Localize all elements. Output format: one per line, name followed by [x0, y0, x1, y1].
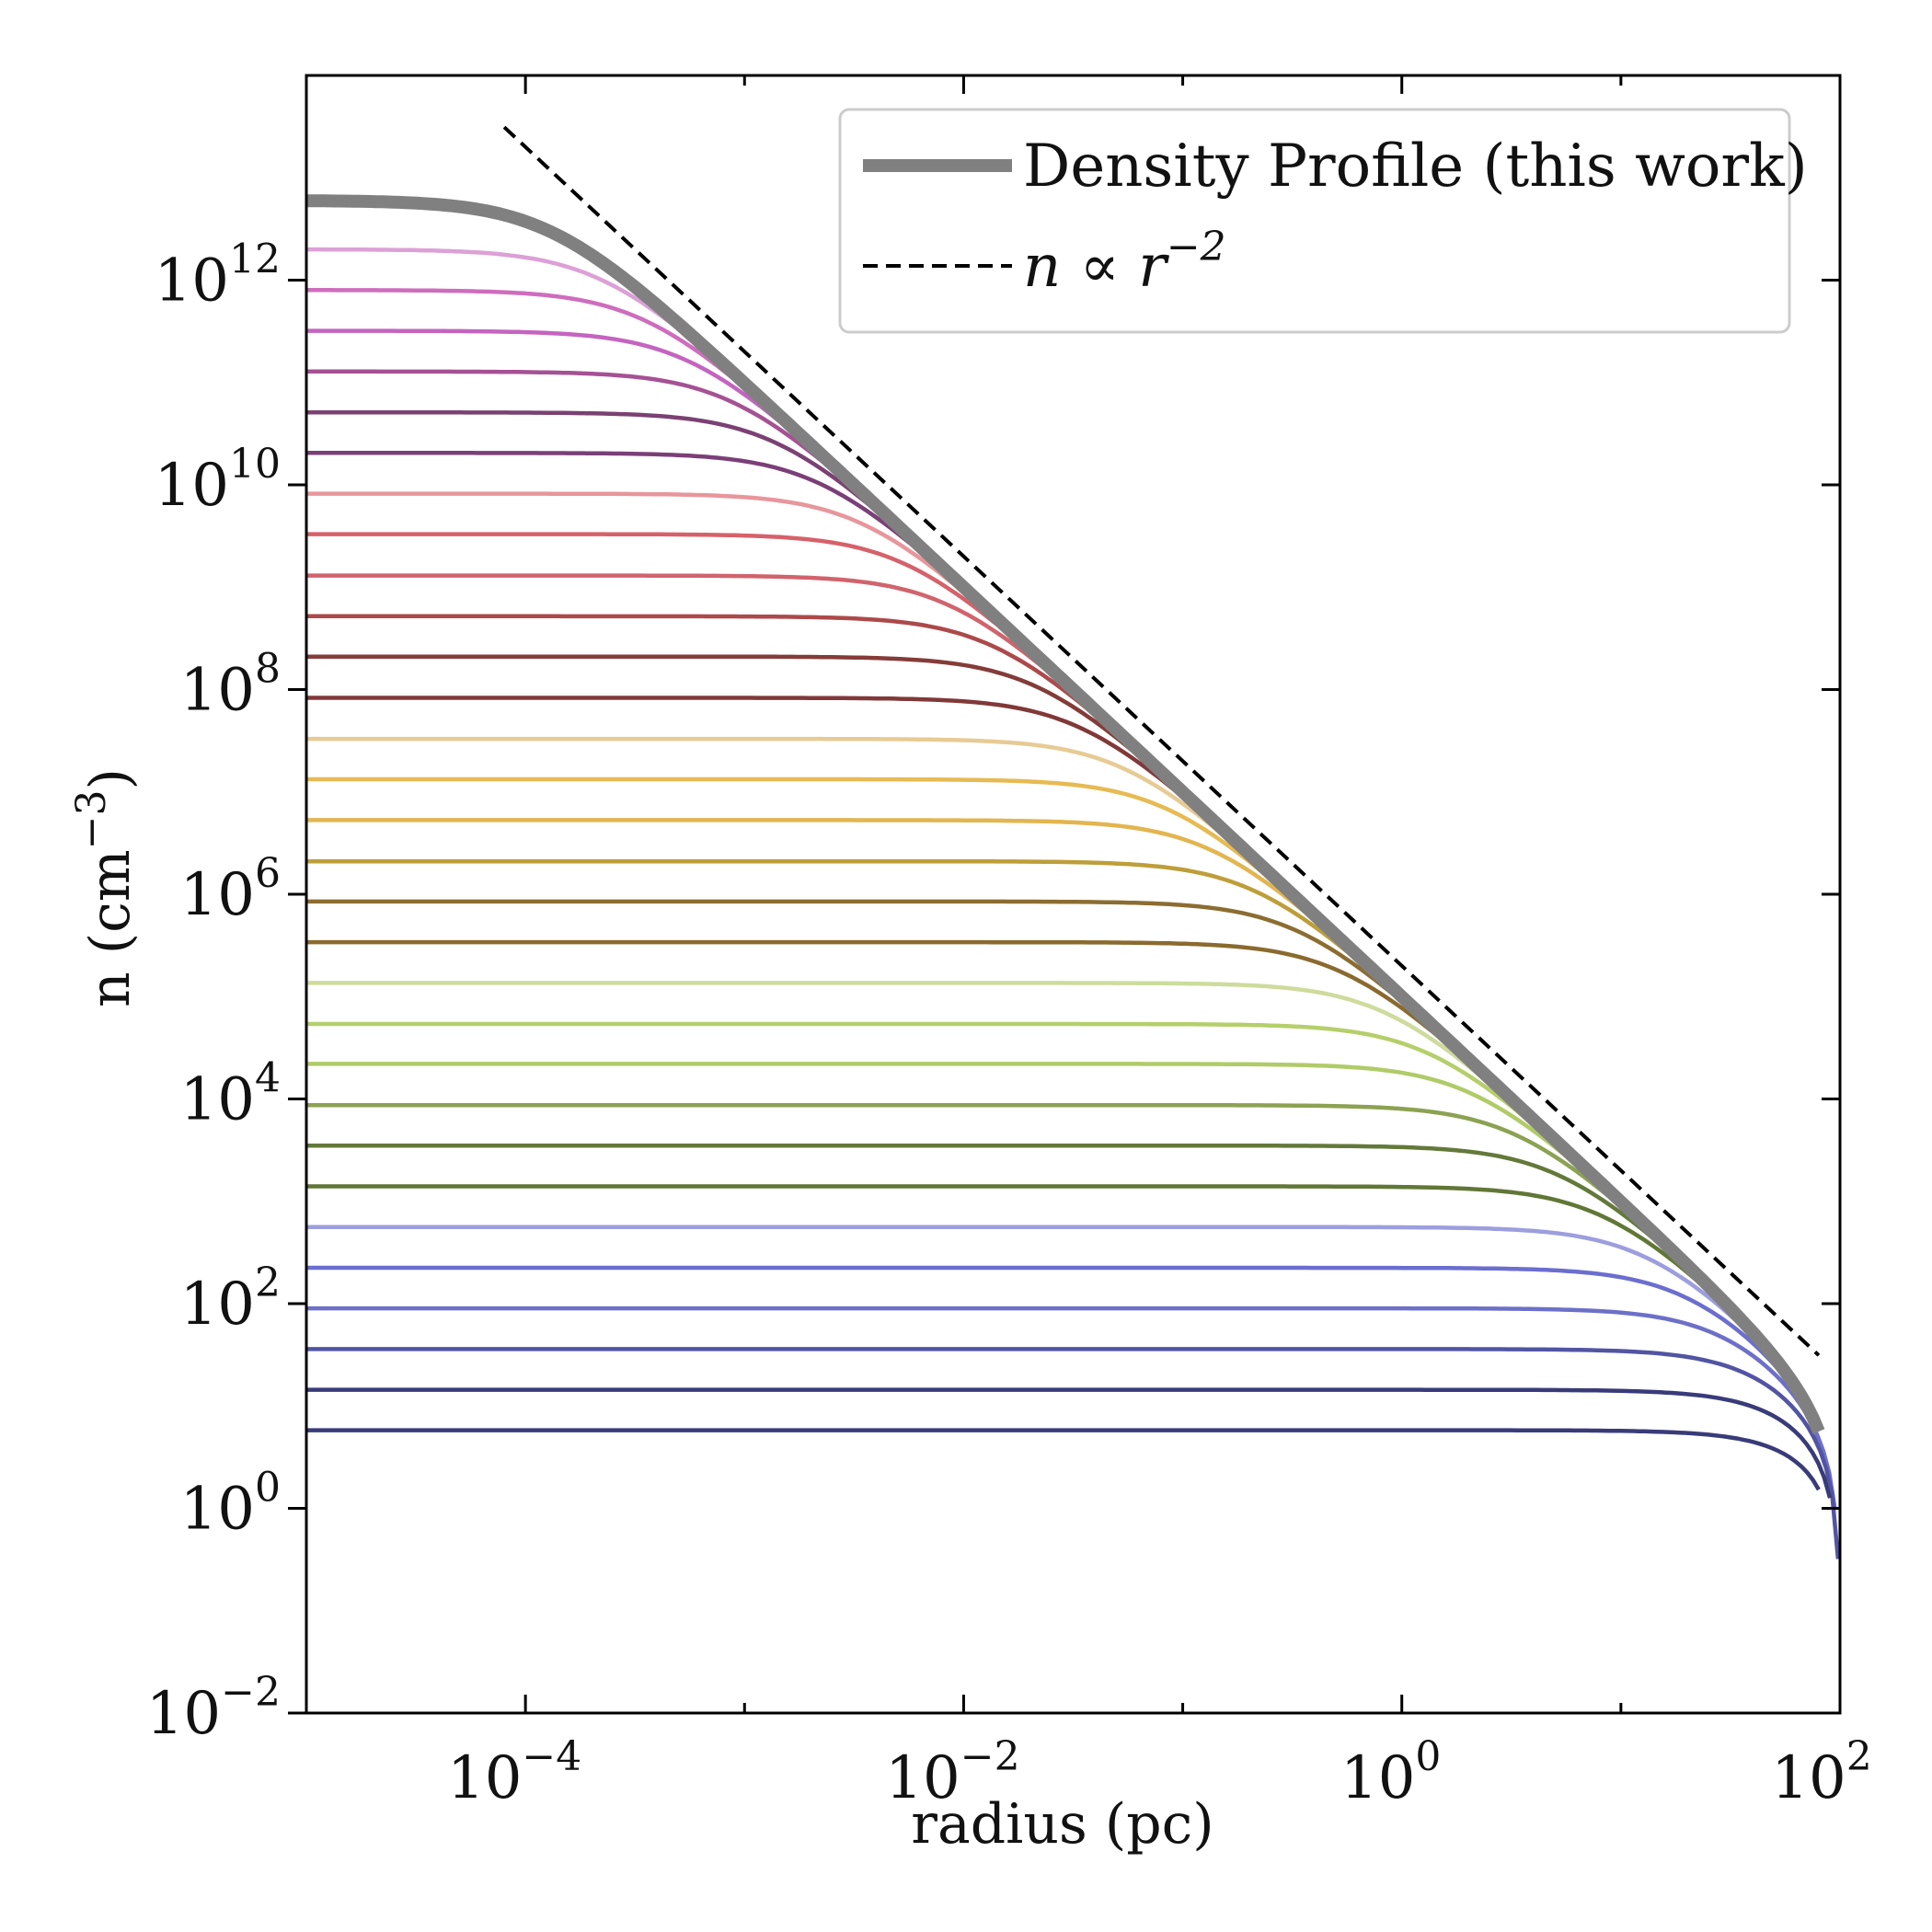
y-axis-label-exponent: −3 — [68, 789, 115, 849]
y-tick-label-exponent: 2 — [255, 1259, 281, 1306]
y-tick-label-base: 10 — [155, 452, 229, 520]
profile-curve — [306, 1102, 1794, 1382]
x-tick-label-exponent: 2 — [1846, 1733, 1872, 1780]
axis-ticks — [288, 75, 1842, 1715]
y-tick-label-exponent: 8 — [255, 646, 281, 693]
profile-curve — [306, 1143, 1794, 1383]
y-tick-label: 100 — [180, 1465, 281, 1544]
profile-curve — [306, 491, 1794, 1382]
legend-label-reference-text: n ∝ r — [1023, 233, 1169, 301]
y-tick-label: 1012 — [155, 236, 281, 316]
y-tick-label-base: 10 — [180, 1271, 255, 1339]
y-tick-label-exponent: −2 — [221, 1669, 281, 1716]
y-tick-label-exponent: 4 — [255, 1055, 281, 1102]
y-tick-label: 10−2 — [146, 1669, 281, 1748]
x-axis-label: radius (pc) — [911, 1792, 1213, 1857]
y-axis-label-text: n (cm — [78, 849, 143, 1007]
x-tick-label-base: 10 — [885, 1744, 960, 1812]
y-axis-label-close: ) — [78, 768, 143, 789]
profile-curve — [306, 736, 1794, 1382]
y-tick-label: 102 — [180, 1259, 281, 1339]
legend-label-density-profile: Density Profile (this work) — [1023, 132, 1808, 201]
y-tick-label-base: 10 — [180, 861, 255, 929]
y-tick-label: 108 — [180, 646, 281, 725]
profile-curve — [306, 1062, 1794, 1382]
y-tick-label: 104 — [180, 1055, 281, 1134]
y-tick-label-exponent: 10 — [229, 441, 281, 488]
profile-curve — [306, 776, 1794, 1382]
y-tick-label-base: 10 — [180, 1066, 255, 1134]
x-tick-label-base: 10 — [447, 1744, 522, 1812]
y-tick-label-exponent: 12 — [229, 236, 281, 283]
x-tick-label: 100 — [1340, 1733, 1441, 1812]
legend-label-reference: n ∝ r−2 — [1023, 224, 1226, 301]
profile-curve — [306, 1225, 1794, 1385]
x-tick-label: 10−2 — [885, 1733, 1019, 1812]
x-tick-label-exponent: −4 — [522, 1733, 581, 1780]
x-tick-label: 102 — [1771, 1733, 1871, 1812]
profile-curve — [306, 1184, 1794, 1383]
y-tick-label: 106 — [180, 850, 281, 929]
x-tick-label-base: 10 — [1340, 1744, 1415, 1812]
y-axis-label: n (cm−3) — [68, 768, 143, 1007]
profile-curve — [306, 1387, 1833, 1499]
reference-line-r-minus-2 — [502, 125, 1821, 1357]
tick-labels: 10−4 10−2 100 10210−21001021041061081010101… — [146, 236, 1872, 1813]
y-tick-label-base: 10 — [146, 1680, 221, 1748]
y-tick-label-base: 10 — [155, 247, 229, 316]
x-tick-label-exponent: 0 — [1415, 1733, 1441, 1780]
y-tick-label-exponent: 6 — [255, 850, 281, 897]
y-tick-label: 1010 — [155, 441, 281, 520]
y-tick-label-exponent: 0 — [255, 1465, 281, 1512]
profile-curve — [306, 1305, 1837, 1511]
profile-curve — [306, 818, 1794, 1382]
profile-curve — [306, 1265, 1793, 1387]
profile-curves — [306, 247, 1840, 1559]
legend-box — [838, 108, 1791, 334]
profile-curve — [306, 247, 1794, 1382]
legend-label-reference-exponent: −2 — [1167, 224, 1226, 270]
profile-curve — [306, 1428, 1821, 1491]
x-tick-label-base: 10 — [1771, 1744, 1846, 1812]
x-tick-label-exponent: −2 — [960, 1733, 1020, 1780]
y-tick-label-base: 10 — [180, 1476, 255, 1544]
legend: Density Profile (this work) n ∝ r−2 — [838, 108, 1808, 334]
profile-curve — [306, 1347, 1840, 1559]
y-tick-label-base: 10 — [180, 657, 255, 725]
profile-curve — [306, 696, 1794, 1382]
profile-curve — [306, 451, 1794, 1382]
x-tick-label: 10−4 — [447, 1733, 581, 1812]
profile-curve — [306, 328, 1794, 1382]
density-profile-line — [306, 194, 1825, 1434]
